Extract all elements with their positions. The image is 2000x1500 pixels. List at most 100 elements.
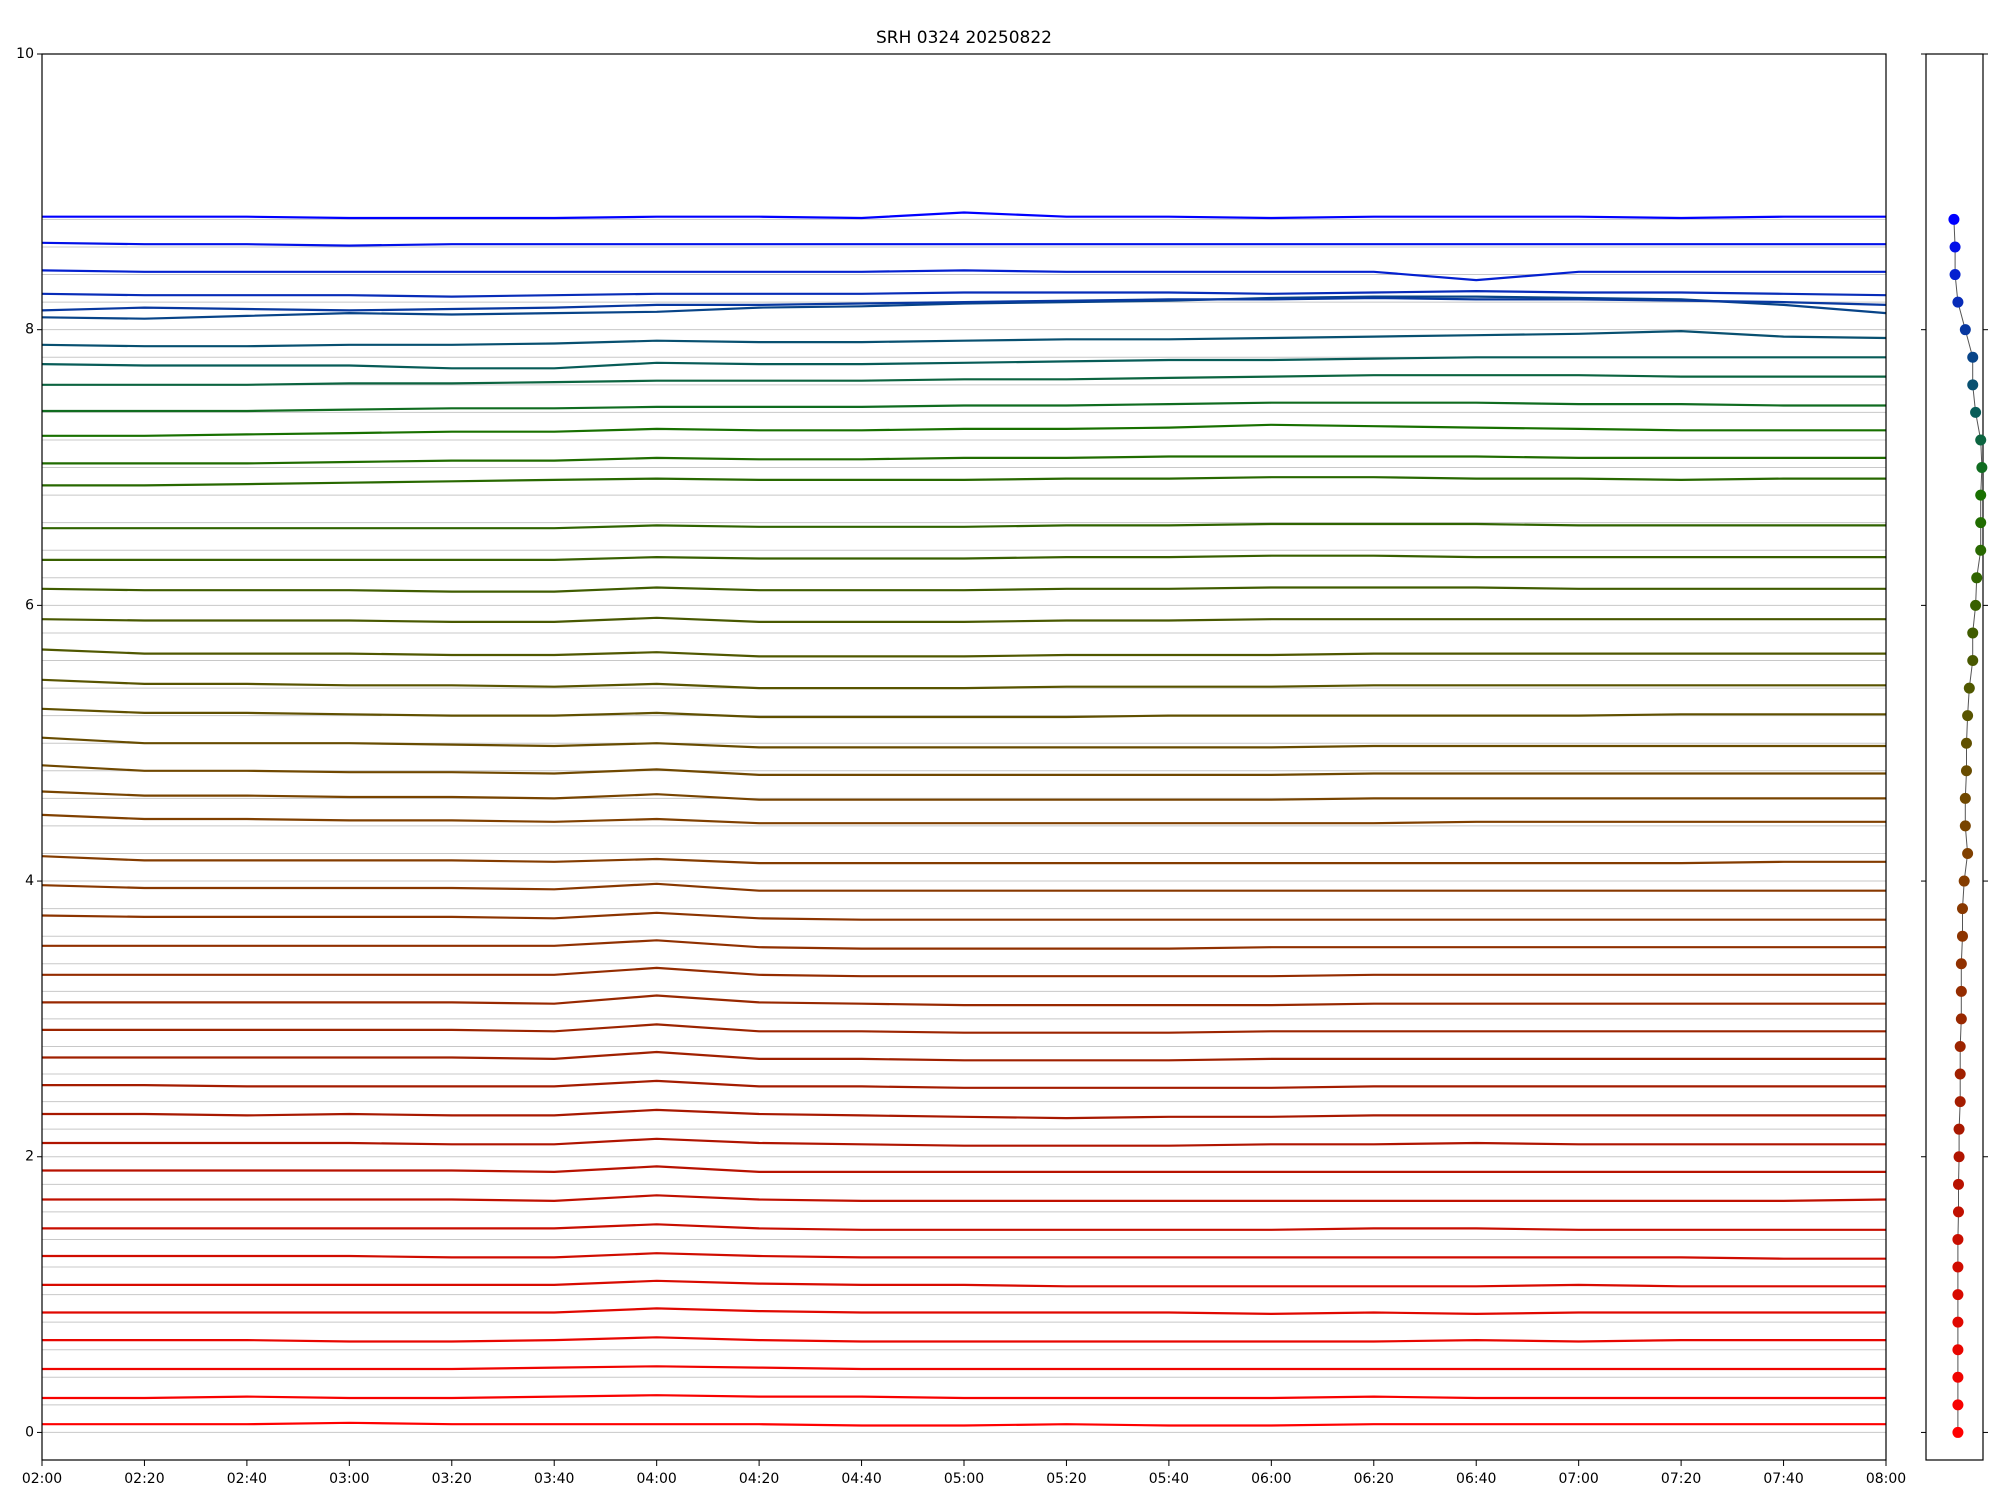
trace — [42, 1223, 1886, 1231]
trace — [41, 586, 1886, 593]
level-dot — [1970, 599, 1982, 611]
x-tick-label: 02:40 — [227, 1471, 267, 1487]
trace — [42, 1421, 1886, 1427]
x-tick-label: 04:40 — [841, 1471, 881, 1487]
trace — [41, 296, 1887, 312]
level-dot — [1962, 847, 1974, 859]
trace — [41, 616, 1886, 623]
trace — [42, 1307, 1886, 1316]
level-dot — [1967, 627, 1979, 639]
y-tick-label: 0 — [25, 1424, 34, 1440]
level-dot — [1970, 406, 1982, 418]
trace — [41, 241, 1886, 247]
trace — [42, 1279, 1886, 1288]
x-tick-label: 05:00 — [944, 1471, 984, 1487]
level-dot — [1952, 1426, 1964, 1438]
x-tick-label: 02:20 — [124, 1471, 164, 1487]
x-tick-label: 07:00 — [1558, 1471, 1598, 1487]
level-dot — [1949, 241, 1961, 253]
trace — [42, 401, 1886, 413]
level-dot — [1959, 820, 1971, 832]
level-dot — [1952, 1233, 1964, 1245]
trace — [41, 648, 1886, 658]
level-dot — [1952, 1371, 1964, 1383]
trace — [41, 790, 1886, 801]
level-dot — [1975, 489, 1987, 501]
level-dot — [1976, 462, 1988, 474]
x-tick-label: 03:00 — [329, 1471, 369, 1487]
trace — [41, 329, 1887, 348]
level-dot — [1955, 985, 1967, 997]
level-dot — [1949, 269, 1961, 281]
level-dot — [1952, 1261, 1964, 1273]
trace — [41, 678, 1886, 690]
level-dot — [1952, 1178, 1964, 1190]
trace — [42, 1365, 1886, 1371]
x-tick-label: 03:20 — [432, 1471, 472, 1487]
y-tick-label: 6 — [25, 597, 34, 613]
x-tick-label: 02:00 — [22, 1471, 62, 1487]
trace — [41, 269, 1886, 282]
y-tick-label: 4 — [25, 873, 34, 889]
level-dot — [1962, 710, 1974, 722]
level-dot — [1952, 296, 1964, 308]
side-frame — [1925, 53, 1984, 1461]
level-dot — [1955, 1013, 1967, 1025]
level-dot — [1956, 930, 1968, 942]
plot-frame — [41, 53, 1887, 1461]
x-tick-label: 03:40 — [534, 1471, 574, 1487]
level-dot — [1953, 1123, 1965, 1135]
chart-title: SRH 0324 20250822 — [876, 28, 1052, 48]
level-dot — [1952, 1344, 1964, 1356]
x-tick-label: 06:40 — [1456, 1471, 1496, 1487]
level-dot — [1952, 1206, 1964, 1218]
trace — [41, 356, 1886, 370]
y-tick-label: 10 — [16, 46, 34, 62]
level-dot — [1959, 792, 1971, 804]
trace — [42, 1108, 1886, 1120]
level-dot — [1954, 1040, 1966, 1052]
trace — [42, 1079, 1886, 1089]
x-tick-label: 04:20 — [739, 1471, 779, 1487]
y-tick-label: 8 — [25, 322, 34, 338]
trace — [42, 1137, 1886, 1147]
trace — [42, 211, 1886, 220]
trace — [42, 1194, 1887, 1203]
trace — [42, 554, 1886, 561]
trace — [41, 289, 1887, 298]
trace — [41, 882, 1886, 892]
trace — [42, 423, 1886, 437]
trace — [41, 295, 1887, 320]
trace — [42, 1394, 1886, 1400]
trace — [41, 911, 1886, 921]
trace — [42, 1023, 1886, 1034]
trace — [42, 476, 1886, 487]
trace — [42, 994, 1886, 1007]
level-dot — [1953, 1151, 1965, 1163]
x-tick-label: 07:20 — [1661, 1471, 1701, 1487]
y-tick-label: 2 — [25, 1149, 34, 1165]
trace — [42, 939, 1886, 950]
trace — [41, 764, 1886, 776]
trace — [42, 1165, 1886, 1174]
level-dot — [1967, 351, 1979, 363]
trace — [41, 813, 1886, 825]
level-dot — [1975, 544, 1987, 556]
level-dot — [1971, 572, 1983, 584]
level-dot — [1954, 1096, 1966, 1108]
level-dot — [1954, 1068, 1966, 1080]
level-dot — [1975, 434, 1987, 446]
trace — [42, 966, 1886, 978]
level-dot — [1948, 213, 1960, 225]
x-tick-label: 05:40 — [1149, 1471, 1189, 1487]
level-dot — [1952, 1316, 1964, 1328]
trace — [42, 522, 1886, 530]
x-tick-label: 04:00 — [636, 1471, 676, 1487]
level-dot — [1963, 682, 1975, 694]
trace — [41, 707, 1886, 719]
trace — [42, 1050, 1886, 1062]
level-dot — [1952, 1289, 1964, 1301]
level-dot — [1975, 517, 1987, 529]
x-tick-label: 06:00 — [1251, 1471, 1291, 1487]
